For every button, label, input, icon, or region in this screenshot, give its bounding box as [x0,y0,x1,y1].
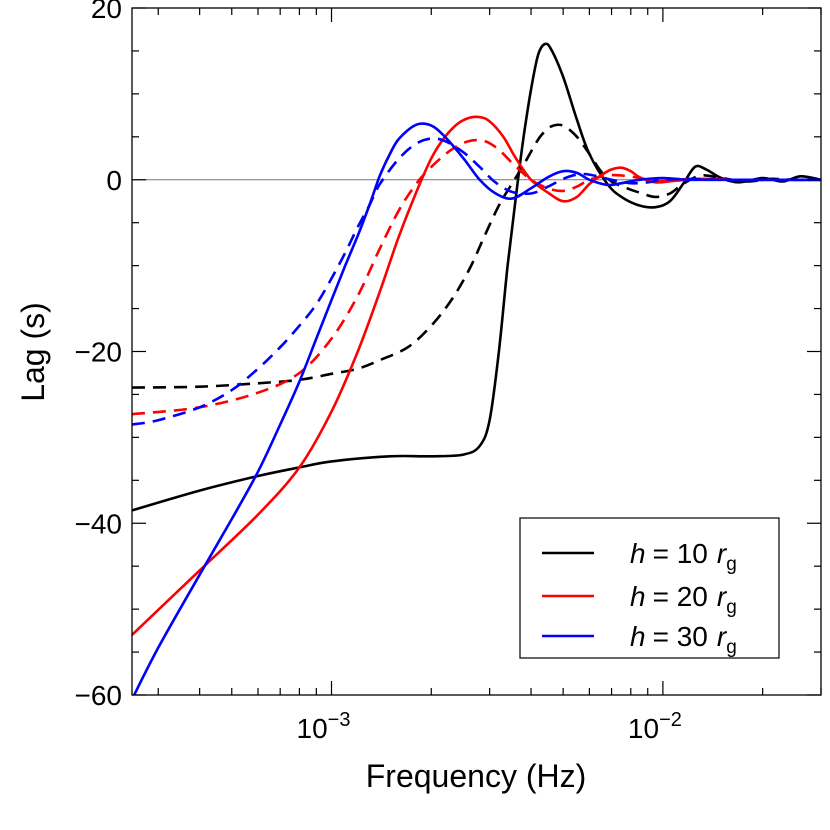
y-tick-label: 20 [91,0,122,24]
series-line-h30_dashed [132,137,821,426]
legend-label-h30_solid: h = 30 rg [630,621,737,658]
series-line-h30_solid [132,122,821,695]
series-line-h10_dashed [132,123,821,389]
y-axis-label: Lag (s) [15,302,51,402]
legend-label-h10_solid: h = 10 rg [630,538,737,575]
series-line-h10_solid [132,42,821,512]
series-line-h20_dashed [132,138,821,416]
y-tick-label: 0 [106,165,122,196]
x-tick-label: 10−3 [297,709,351,744]
y-tick-label: −60 [75,680,123,711]
legend-box [519,517,780,659]
legend-label-h20_solid: h = 20 rg [630,581,737,618]
x-tick-labels: 10−3 10−2 [297,709,682,744]
x-axis-label: Frequency (Hz) [366,758,587,794]
legend: h = 10 rg h = 20 rgh = 30 rg [519,517,780,659]
y-tick-label: −40 [75,508,123,539]
series-layer [132,42,821,695]
y-tick-labels: 20 0 −20 −40 −60 [75,0,123,711]
y-tick-label: −20 [75,337,123,368]
x-tick-label: 10−2 [628,709,682,744]
tick-layer [132,7,822,696]
